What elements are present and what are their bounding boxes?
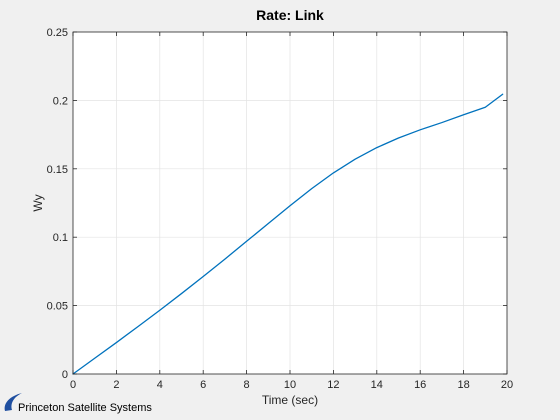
y-tick-label: 0.05 (47, 301, 68, 313)
brand-logo: Princeton Satellite Systems (4, 393, 152, 414)
y-tick-label: 0.1 (53, 232, 68, 244)
x-tick-label: 4 (157, 379, 163, 391)
y-tick-label: 0.25 (47, 27, 68, 39)
grid (73, 32, 507, 374)
x-tick-label: 16 (414, 379, 426, 391)
x-tick-label: 6 (200, 379, 206, 391)
y-tick-label: 0.2 (53, 95, 68, 107)
swoosh-icon (4, 393, 23, 411)
x-tick-label: 0 (70, 379, 76, 391)
y-axis-label: Wy (31, 194, 45, 211)
x-axis-label: Time (sec) (262, 393, 318, 407)
y-tick-label: 0.15 (47, 164, 68, 176)
x-tick-label: 2 (113, 379, 119, 391)
x-tick-label: 18 (457, 379, 469, 391)
x-tick-label: 14 (371, 379, 383, 391)
chart-title: Rate: Link (256, 7, 324, 23)
plot-area: 0 2 4 6 8 10 12 14 16 18 20 0 0.05 0.1 0.15 0.2 0.25 (47, 27, 514, 391)
ticks: 0 2 4 6 8 10 12 14 16 18 20 0 0.05 0.1 0.15 0.2 0.25 (47, 27, 514, 391)
x-tick-label: 20 (501, 379, 513, 391)
series-layer (72, 93, 504, 375)
y-tick-label: 0 (62, 369, 68, 381)
brand-text: Princeton Satellite Systems (18, 402, 152, 414)
x-tick-label: 12 (327, 379, 339, 391)
x-tick-label: 8 (244, 379, 250, 391)
x-tick-label: 10 (284, 379, 296, 391)
series-line (72, 93, 504, 375)
